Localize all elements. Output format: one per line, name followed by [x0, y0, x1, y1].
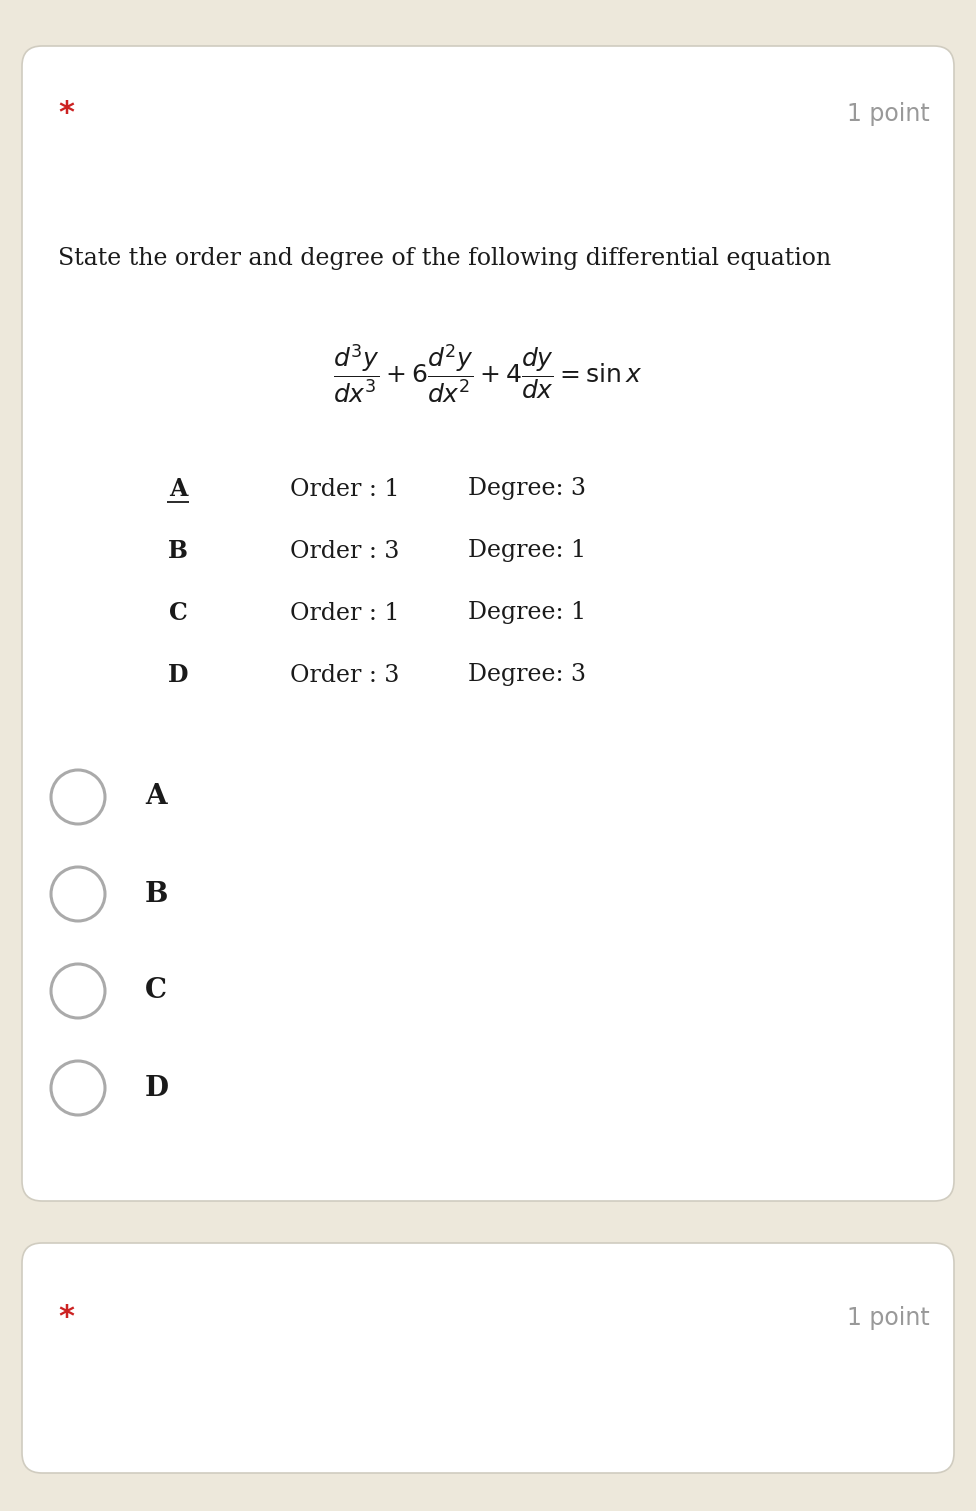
- Text: C: C: [169, 601, 187, 626]
- Text: Order : 1: Order : 1: [290, 477, 399, 500]
- Text: D: D: [168, 663, 188, 688]
- Circle shape: [51, 867, 105, 922]
- Text: Degree: 1: Degree: 1: [468, 601, 587, 624]
- FancyBboxPatch shape: [22, 45, 954, 1201]
- Text: $\dfrac{d^3 y}{dx^3} + 6\dfrac{d^2 y}{dx^2} + 4\dfrac{dy}{dx} = \sin x$: $\dfrac{d^3 y}{dx^3} + 6\dfrac{d^2 y}{dx…: [333, 343, 643, 405]
- Text: B: B: [168, 539, 188, 564]
- Text: *: *: [58, 100, 74, 128]
- Text: Degree: 1: Degree: 1: [468, 539, 587, 562]
- Text: State the order and degree of the following differential equation: State the order and degree of the follow…: [58, 248, 832, 270]
- Text: Degree: 3: Degree: 3: [468, 663, 586, 686]
- Text: A: A: [145, 784, 167, 810]
- FancyBboxPatch shape: [22, 1244, 954, 1473]
- Text: Degree: 3: Degree: 3: [468, 477, 586, 500]
- Text: D: D: [145, 1074, 169, 1102]
- Text: C: C: [145, 978, 167, 1005]
- Circle shape: [51, 1061, 105, 1115]
- Text: Order : 3: Order : 3: [290, 539, 399, 562]
- Text: B: B: [145, 881, 169, 908]
- Text: A: A: [169, 477, 187, 502]
- Text: 1 point: 1 point: [847, 1306, 930, 1330]
- Circle shape: [51, 964, 105, 1018]
- Text: *: *: [58, 1304, 74, 1333]
- Circle shape: [51, 771, 105, 823]
- Text: Order : 1: Order : 1: [290, 601, 399, 624]
- Text: Order : 3: Order : 3: [290, 663, 399, 686]
- Text: 1 point: 1 point: [847, 103, 930, 125]
